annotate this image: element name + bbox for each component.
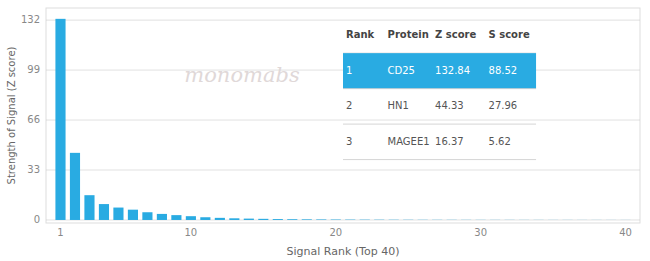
table-cell: 3 — [346, 136, 352, 147]
grid-line — [46, 170, 640, 171]
x-axis-label: Signal Rank (Top 40) — [287, 245, 400, 258]
bar — [70, 153, 80, 220]
grid-line — [46, 20, 640, 21]
bar — [562, 219, 572, 220]
table-cell: 5.62 — [489, 136, 511, 147]
bar — [345, 219, 355, 220]
bar — [287, 219, 297, 221]
bar — [142, 212, 152, 220]
bar — [84, 195, 94, 220]
bar — [55, 19, 65, 220]
y-tick-label: 66 — [27, 114, 40, 125]
bar — [490, 219, 500, 220]
table-highlight — [343, 53, 536, 88]
bar — [171, 215, 181, 220]
table-rule — [343, 88, 536, 89]
bar — [258, 219, 268, 220]
bar — [620, 219, 630, 220]
y-axis-label: Strength of Signal (Z score) — [6, 46, 17, 184]
bar — [99, 204, 109, 220]
bar — [403, 219, 413, 220]
table-cell: 27.96 — [489, 100, 518, 111]
y-tick-label: 0 — [34, 214, 40, 225]
table-header: Z score — [435, 29, 476, 40]
chart: 0336699132110203040monomabsSignal Rank (… — [0, 0, 650, 261]
plot-frame — [46, 8, 640, 223]
bar — [273, 219, 283, 221]
table-header: S score — [489, 29, 530, 40]
bar — [244, 219, 254, 220]
bar — [534, 219, 544, 220]
bar — [128, 210, 138, 220]
table-cell: 16.37 — [435, 136, 464, 147]
table-cell: HN1 — [388, 100, 409, 111]
table-cell: 1 — [346, 65, 352, 76]
y-tick-label: 99 — [27, 64, 40, 75]
table-cell: 88.52 — [489, 65, 518, 76]
y-tick-label: 33 — [27, 164, 40, 175]
x-tick-label: 1 — [57, 227, 63, 238]
bar — [447, 219, 457, 220]
bar — [374, 219, 384, 220]
bar — [418, 219, 428, 220]
x-tick-label: 20 — [329, 227, 342, 238]
bar — [200, 217, 210, 220]
x-tick-label: 40 — [619, 227, 632, 238]
table: Rank Protein Z score S score 1 CD25 132.84 88.5… — [343, 29, 536, 159]
table-cell: 132.84 — [435, 65, 470, 76]
bar — [331, 219, 341, 220]
bar — [519, 219, 529, 220]
bar — [548, 219, 558, 220]
bar — [389, 219, 399, 220]
table-cell: MAGEE1 — [388, 136, 430, 147]
table-cell: CD25 — [388, 65, 415, 76]
bar — [606, 219, 616, 220]
bar — [113, 208, 123, 220]
y-tick-label: 132 — [21, 14, 40, 25]
bar — [316, 219, 326, 221]
table-header: Rank — [346, 29, 375, 40]
bar — [215, 218, 225, 220]
bar — [360, 219, 370, 220]
bars — [55, 19, 630, 220]
bar — [186, 216, 196, 220]
x-tick-label: 30 — [474, 227, 487, 238]
bar — [476, 219, 486, 220]
bar — [157, 214, 167, 220]
bar — [302, 219, 312, 221]
bar — [432, 219, 442, 220]
x-tick-label: 10 — [185, 227, 198, 238]
bar — [577, 219, 587, 220]
table-cell: 2 — [346, 100, 352, 111]
table-rule — [343, 159, 536, 160]
table-rule — [343, 124, 536, 125]
bar — [229, 218, 239, 220]
bar — [591, 219, 601, 220]
table-cell: 44.33 — [435, 100, 464, 111]
bar — [461, 219, 471, 220]
watermark: monomabs — [184, 63, 300, 87]
bar — [505, 219, 515, 220]
grid-line — [46, 120, 640, 121]
table-header: Protein — [388, 29, 429, 40]
